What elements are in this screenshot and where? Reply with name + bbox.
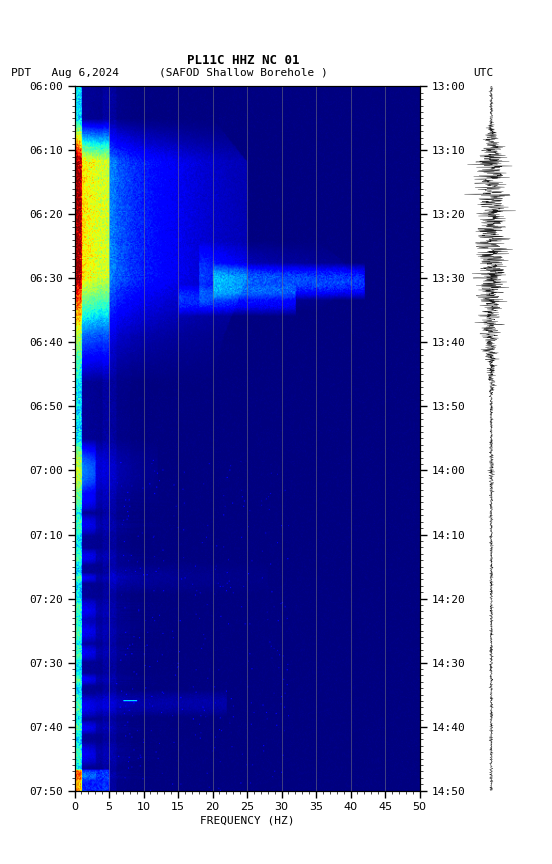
Text: (SAFOD Shallow Borehole ): (SAFOD Shallow Borehole ) [158, 67, 327, 78]
X-axis label: FREQUENCY (HZ): FREQUENCY (HZ) [200, 815, 294, 825]
Text: PDT   Aug 6,2024: PDT Aug 6,2024 [11, 67, 119, 78]
Text: PL11C HHZ NC 01: PL11C HHZ NC 01 [187, 54, 299, 67]
Text: UTC: UTC [473, 67, 493, 78]
